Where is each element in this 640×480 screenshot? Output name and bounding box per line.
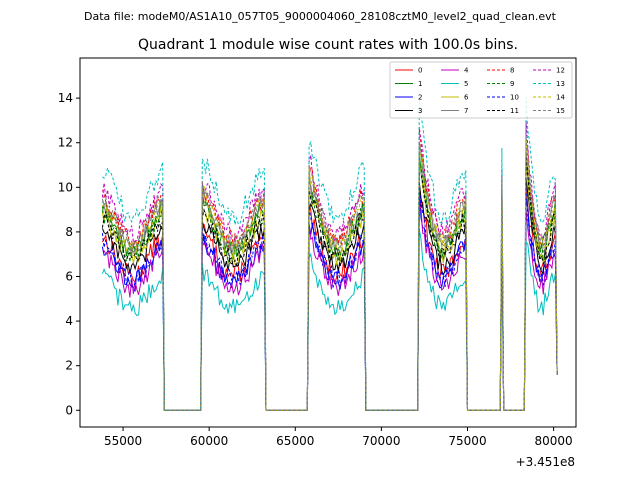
x-axis: 55000 60000 65000 70000 75000 80000	[104, 427, 573, 448]
series-line-11	[101, 155, 558, 411]
series-line-4	[102, 203, 558, 411]
legend-label-13: 13	[556, 80, 565, 88]
y-tick-label: 14	[58, 91, 73, 105]
x-tick-label: 75000	[448, 434, 486, 448]
legend-label-12: 12	[556, 67, 565, 75]
y-tick-label: 4	[65, 314, 73, 328]
legend-label-3: 3	[418, 107, 422, 115]
series-layer	[101, 97, 558, 411]
legend-label-10: 10	[510, 94, 519, 102]
y-tick-label: 8	[65, 225, 73, 239]
y-tick-label: 10	[58, 180, 73, 194]
y-tick-label: 12	[58, 136, 73, 150]
x-tick-label: 60000	[190, 434, 228, 448]
legend-label-0: 0	[418, 67, 422, 75]
legend-label-15: 15	[556, 107, 565, 115]
x-tick-label: 55000	[104, 434, 142, 448]
legend-label-2: 2	[418, 94, 422, 102]
x-tick-label: 80000	[535, 434, 573, 448]
plot-frame	[79, 57, 577, 428]
y-tick-label: 2	[65, 359, 73, 373]
series-line-15	[101, 136, 558, 411]
legend-box	[389, 61, 573, 119]
legend-label-9: 9	[510, 80, 514, 88]
legend-label-5: 5	[464, 80, 468, 88]
series-line-2	[101, 190, 558, 411]
series-line-0	[101, 185, 558, 411]
x-offset-label: +3.451e8	[516, 455, 575, 469]
legend-label-1: 1	[418, 80, 422, 88]
y-tick-label: 6	[65, 270, 73, 284]
series-line-9	[101, 161, 558, 411]
legend-label-4: 4	[464, 67, 469, 75]
legend-label-8: 8	[510, 67, 514, 75]
x-tick-label: 70000	[362, 434, 400, 448]
chart-title: Quadrant 1 module wise count rates with …	[138, 37, 518, 53]
series-line-1	[101, 150, 558, 411]
series-line-6	[101, 164, 558, 411]
series-line-12	[101, 120, 558, 411]
series-line-8	[101, 126, 558, 411]
y-tick-label: 0	[65, 403, 73, 417]
y-axis: 0 2 4 6 8 10 12 14	[58, 91, 80, 417]
legend-label-6: 6	[464, 94, 469, 102]
series-line-5	[101, 229, 558, 411]
legend-label-11: 11	[510, 107, 519, 115]
series-line-10	[101, 185, 558, 411]
legend-label-7: 7	[464, 107, 468, 115]
series-line-13	[102, 97, 558, 411]
chart-suptitle: Data file: modeM0/AS1A10_057T05_90000040…	[84, 10, 557, 23]
legend-label-14: 14	[556, 94, 565, 102]
x-tick-label: 65000	[276, 434, 314, 448]
series-line-14	[101, 138, 558, 411]
